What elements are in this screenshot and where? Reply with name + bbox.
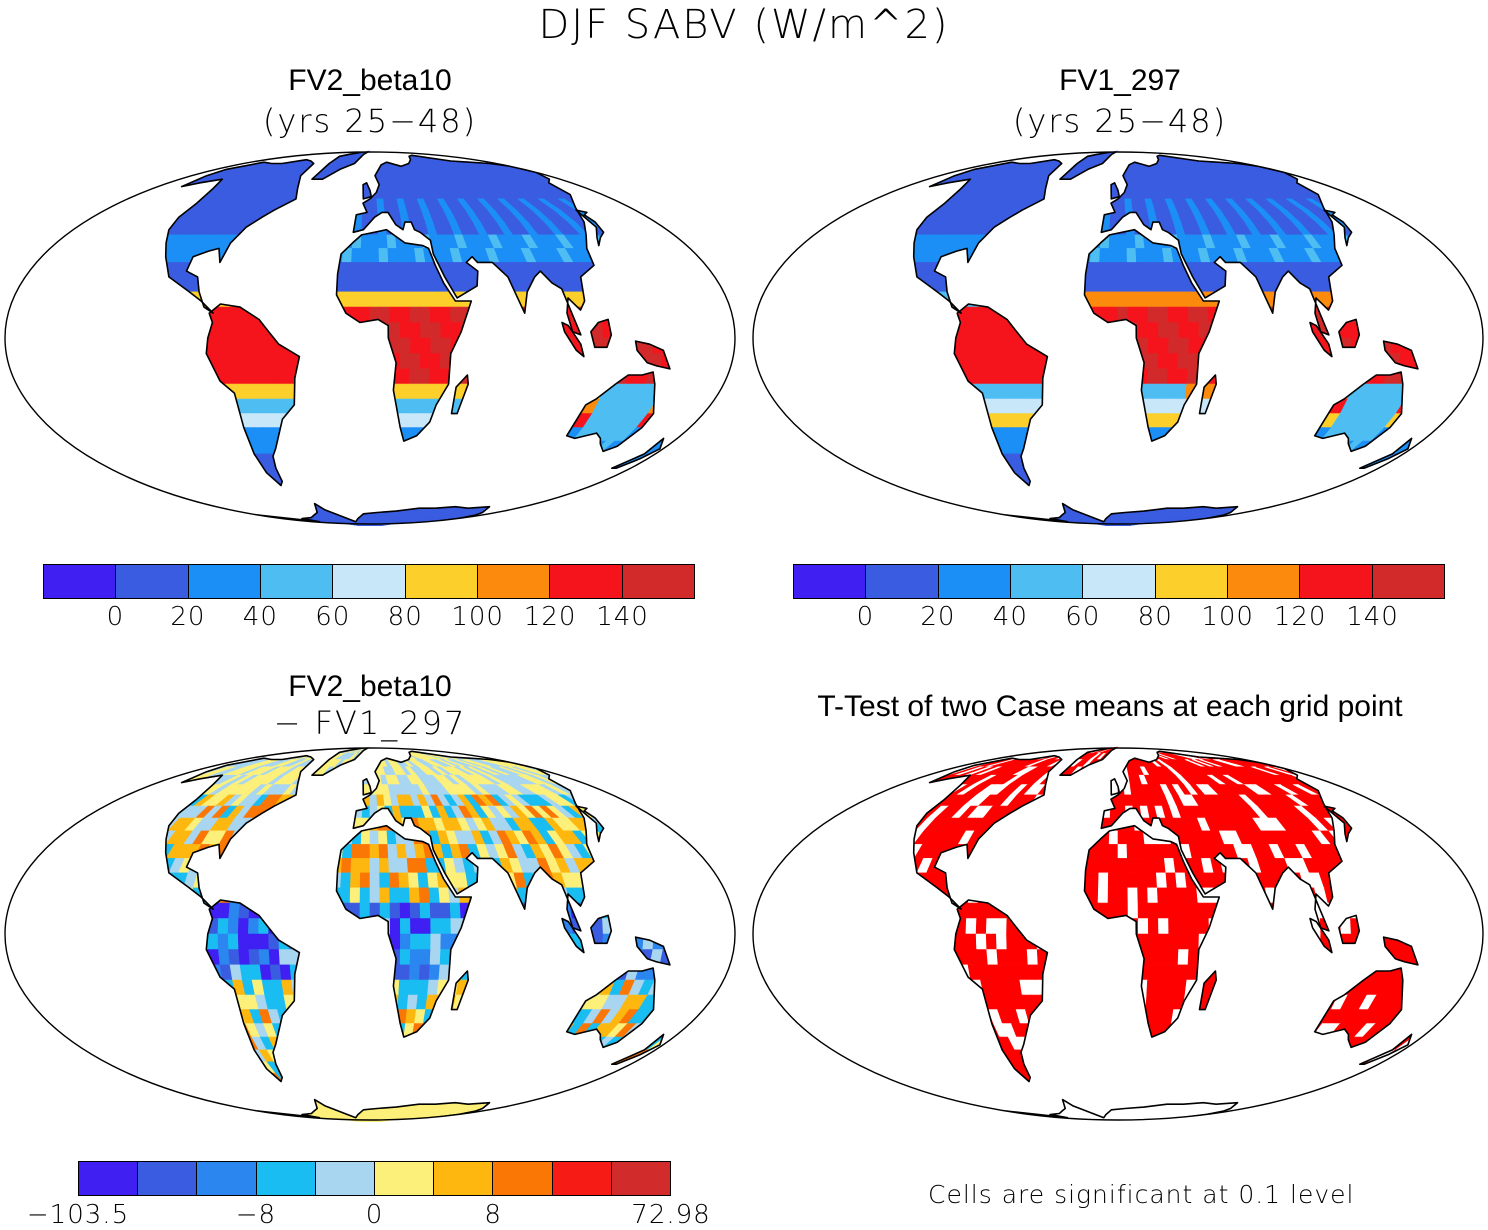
- colorbar-tick-label: 140: [1346, 602, 1399, 632]
- colorbar-swatch: [1011, 565, 1083, 598]
- colorbar-swatch: [44, 565, 116, 598]
- colorbar-tick-label: −8: [236, 1200, 276, 1230]
- colorbar-tick-label: 0: [107, 602, 125, 632]
- panel1-title: FV2_beta10: [120, 64, 620, 98]
- colorbar-swatch: [406, 565, 478, 598]
- colorbar-swatch: [375, 1162, 434, 1195]
- panel3-subtitle: − FV1_297: [120, 704, 620, 742]
- colorbar-swatch: [138, 1162, 197, 1195]
- colorbar-swatch: [261, 565, 333, 598]
- colorbar-tick-label: 100: [1201, 602, 1254, 632]
- map-difference: [2, 746, 738, 1122]
- colorbar-tick-label: 120: [524, 602, 577, 632]
- colorbar-tick-label: 8: [484, 1200, 502, 1230]
- colorbar-swatch: [189, 565, 261, 598]
- colorbar-tick-label: 20: [920, 602, 955, 632]
- colorbar-difference: [78, 1161, 671, 1196]
- colorbar-swatch: [79, 1162, 138, 1195]
- colorbar-swatch: [493, 1162, 552, 1195]
- colorbar-swatch: [1228, 565, 1300, 598]
- colorbar-swatch: [553, 1162, 612, 1195]
- colorbar-fv1-297: [793, 564, 1445, 599]
- colorbar-swatch: [794, 565, 866, 598]
- colorbar-tick-label: 60: [315, 602, 350, 632]
- colorbar-tick-label: 40: [243, 602, 278, 632]
- colorbar-swatch: [1083, 565, 1155, 598]
- panel3-title: FV2_beta10: [120, 670, 620, 704]
- colorbar-swatch: [333, 565, 405, 598]
- colorbar-tick-label: 60: [1065, 602, 1100, 632]
- colorbar-swatch: [434, 1162, 493, 1195]
- colorbar-tick-label: 72.98: [631, 1200, 710, 1230]
- colorbar-swatch: [197, 1162, 256, 1195]
- colorbar-swatch: [550, 565, 622, 598]
- colorbar-swatch: [257, 1162, 316, 1195]
- colorbar-tick-label: 80: [388, 602, 423, 632]
- colorbar-tick-label: 0: [857, 602, 875, 632]
- colorbar-swatch: [1156, 565, 1228, 598]
- colorbar-tick-label: 20: [170, 602, 205, 632]
- panel1-subtitle: (yrs 25−48): [120, 102, 620, 140]
- colorbar-tick-label: −103.5: [27, 1200, 129, 1230]
- colorbar-tick-label: 0: [366, 1200, 384, 1230]
- colorbar-tick-label: 140: [596, 602, 649, 632]
- colorbar-swatch: [316, 1162, 375, 1195]
- colorbar-swatch: [478, 565, 550, 598]
- colorbar-tick-label: 40: [993, 602, 1028, 632]
- colorbar-swatch: [939, 565, 1011, 598]
- map-fv2-beta10: [2, 150, 738, 526]
- panel2-subtitle: (yrs 25−48): [870, 102, 1370, 140]
- colorbar-fv2-beta10: [43, 564, 695, 599]
- colorbar-swatch: [623, 565, 694, 598]
- colorbar-tick-label: 120: [1274, 602, 1327, 632]
- significance-note: Cells are significant at 0.1 level: [928, 1180, 1354, 1209]
- panel2-title: FV1_297: [870, 64, 1370, 98]
- colorbar-tick-label: 100: [451, 602, 504, 632]
- panel4-title: T-Test of two Case means at each grid po…: [760, 690, 1460, 724]
- colorbar-tick-label: 80: [1138, 602, 1173, 632]
- colorbar-swatch: [116, 565, 188, 598]
- map-fv1-297: [750, 150, 1486, 526]
- colorbar-swatch: [1300, 565, 1372, 598]
- colorbar-swatch: [866, 565, 938, 598]
- figure-title: DJF SABV (W/m^2): [0, 2, 1488, 48]
- colorbar-swatch: [612, 1162, 670, 1195]
- colorbar-swatch: [1373, 565, 1444, 598]
- map-ttest: [750, 746, 1486, 1122]
